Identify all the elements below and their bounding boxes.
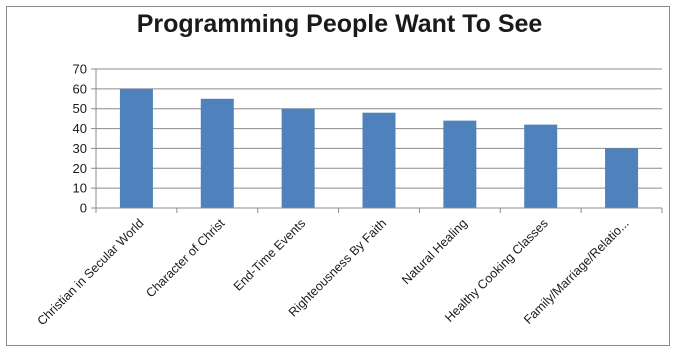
bar [281,108,315,208]
y-tick-label: 20 [73,161,87,176]
x-category-label: End-Time Events [231,216,308,293]
bar [200,98,234,208]
y-tick-label: 40 [73,121,87,136]
axes [91,68,663,213]
x-category-label: Natural Healing [399,216,470,287]
chart-frame [6,6,670,346]
y-tick-label: 0 [80,201,87,216]
y-tick-label: 60 [73,81,87,96]
chart-title: Programming People Want To See [136,10,543,38]
y-tick-label: 10 [73,181,87,196]
x-category-label: Character of Christ [143,216,227,300]
x-category-label: Christian in Secular World [35,216,147,328]
bars [119,88,639,208]
bar [524,124,558,208]
y-tick-label: 30 [73,141,87,156]
bar [443,120,477,208]
bar [362,112,396,208]
bar [605,148,639,208]
y-tick-label: 50 [73,101,87,116]
y-tick-label: 70 [73,62,87,77]
bar [119,88,153,208]
